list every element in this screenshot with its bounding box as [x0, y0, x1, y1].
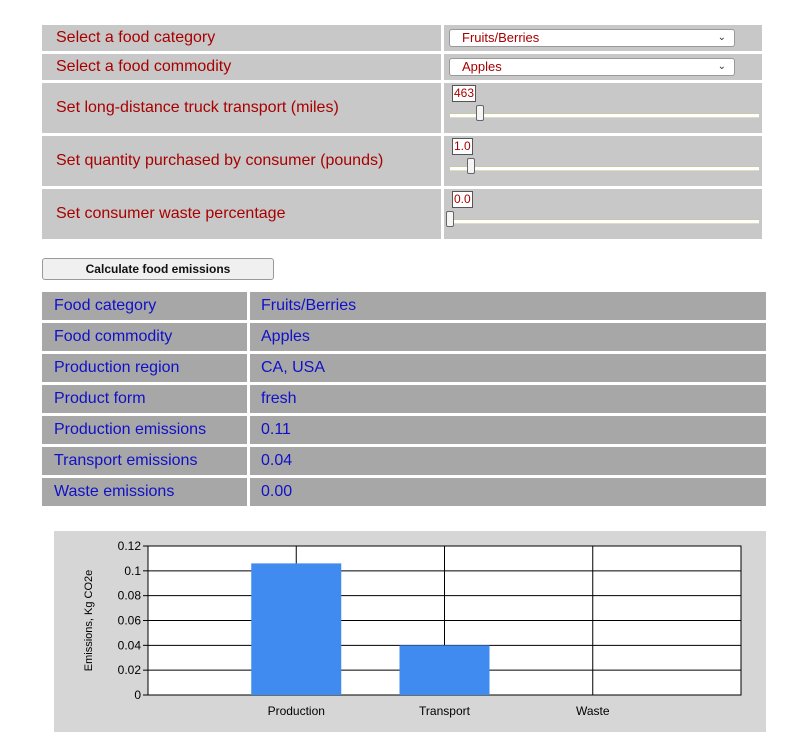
result-value: 0.04	[250, 447, 766, 475]
category-select[interactable]: Fruits/Berries ⌄	[449, 29, 735, 47]
y-tick-label: 0.08	[118, 589, 142, 603]
truck-slider-track[interactable]	[450, 113, 759, 118]
settings-panel: Select a food category Fruits/Berries ⌄ …	[42, 25, 762, 242]
bar-production	[251, 563, 342, 695]
table-row: Transport emissions 0.04	[42, 447, 766, 475]
category-label: Select a food category	[42, 25, 441, 51]
bar-transport	[399, 645, 490, 695]
table-row: Food category Fruits/Berries	[42, 292, 766, 320]
truck-row: Set long-distance truck transport (miles…	[42, 83, 762, 133]
y-axis-label: Emissions, Kg CO2e	[83, 570, 95, 671]
result-label: Food commodity	[42, 323, 247, 351]
waste-input[interactable]: 0.0	[452, 191, 473, 208]
result-value: 0.11	[250, 416, 766, 444]
table-row: Product form fresh	[42, 385, 766, 413]
category-row: Select a food category Fruits/Berries ⌄	[42, 25, 762, 51]
category-select-value: Fruits/Berries	[462, 30, 540, 45]
result-label: Product form	[42, 385, 247, 413]
emissions-chart: 0 0.02 0.04 0.06 0.08 0.1 0.12 Production Transp…	[54, 531, 766, 732]
emissions-chart-svg: 0 0.02 0.04 0.06 0.08 0.1 0.12 Production Transp…	[83, 539, 742, 718]
truck-slider-thumb[interactable]	[476, 105, 485, 121]
result-value: CA, USA	[250, 354, 766, 382]
chevron-down-icon: ⌄	[717, 32, 726, 43]
result-value: fresh	[250, 385, 766, 413]
y-tick-label: 0.02	[118, 663, 142, 677]
x-tick-label: Waste	[576, 704, 610, 718]
quantity-slider-track[interactable]	[450, 166, 759, 171]
result-label: Transport emissions	[42, 447, 247, 475]
y-tick-label: 0.06	[118, 614, 142, 628]
waste-slider-thumb[interactable]	[446, 211, 454, 227]
waste-row: Set consumer waste percentage 0.0	[42, 189, 762, 239]
y-tick-label: 0.1	[124, 564, 141, 578]
quantity-slider-thumb[interactable]	[467, 158, 476, 174]
result-value: Apples	[250, 323, 766, 351]
truck-label: Set long-distance truck transport (miles…	[42, 83, 441, 133]
truck-miles-input[interactable]: 463	[452, 85, 477, 102]
quantity-input[interactable]: 1.0	[452, 138, 473, 155]
result-value: 0.00	[250, 478, 766, 506]
table-row: Waste emissions 0.00	[42, 478, 766, 506]
quantity-label: Set quantity purchased by consumer (poun…	[42, 136, 441, 186]
table-row: Food commodity Apples	[42, 323, 766, 351]
waste-label: Set consumer waste percentage	[42, 189, 441, 239]
x-tick-label: Transport	[419, 704, 471, 718]
waste-slider-track[interactable]	[450, 219, 759, 224]
result-label: Food category	[42, 292, 247, 320]
result-label: Production region	[42, 354, 247, 382]
result-label: Production emissions	[42, 416, 247, 444]
table-row: Production emissions 0.11	[42, 416, 766, 444]
y-tick-label: 0	[134, 688, 141, 702]
result-value: Fruits/Berries	[250, 292, 766, 320]
calculate-button[interactable]: Calculate food emissions	[42, 258, 274, 280]
result-label: Waste emissions	[42, 478, 247, 506]
y-tick-label: 0.04	[118, 638, 142, 652]
table-row: Production region CA, USA	[42, 354, 766, 382]
x-tick-label: Production	[268, 704, 325, 718]
commodity-row: Select a food commodity Apples ⌄	[42, 54, 762, 80]
quantity-row: Set quantity purchased by consumer (poun…	[42, 136, 762, 186]
y-tick-label: 0.12	[118, 539, 142, 553]
commodity-select[interactable]: Apples ⌄	[449, 58, 735, 76]
commodity-select-value: Apples	[462, 59, 502, 74]
results-table: Food category Fruits/Berries Food commod…	[42, 292, 766, 509]
chevron-down-icon: ⌄	[717, 61, 726, 72]
commodity-label: Select a food commodity	[42, 54, 441, 80]
